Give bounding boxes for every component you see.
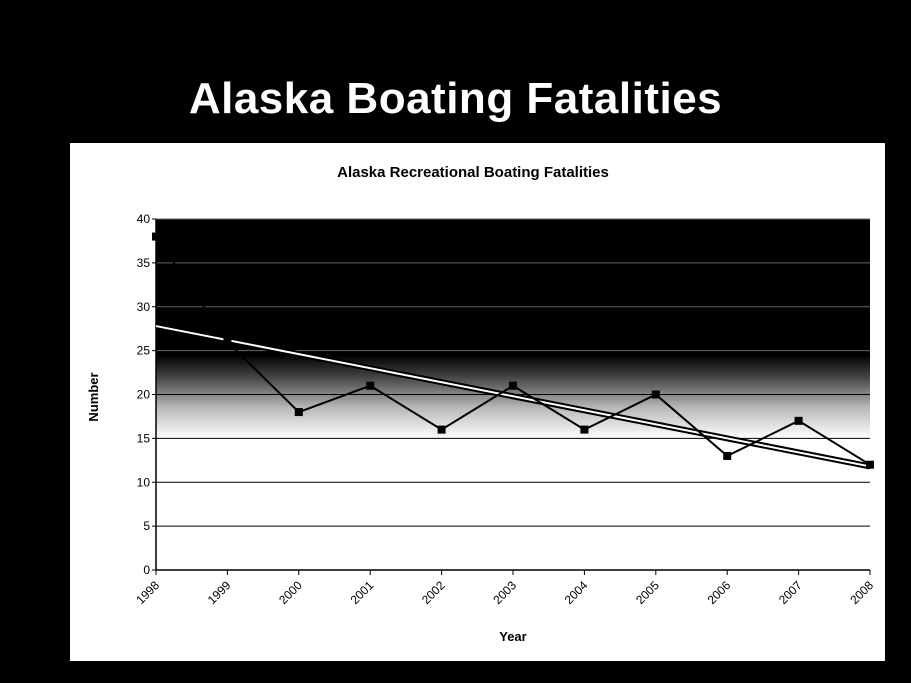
x-axis-label: Year [499,629,526,644]
x-tick-label: 2006 [705,578,734,607]
x-tick-label: 2002 [419,578,448,607]
data-point [580,425,589,434]
line-chart: Alaska Recreational Boating Fatalities 0… [86,164,876,644]
y-tick-label: 0 [143,563,150,577]
data-point [794,416,803,425]
y-tick-label: 35 [137,256,151,270]
x-tick-label: 2000 [276,578,305,607]
data-point [223,337,232,346]
chart-panel: Alaska Recreational Boating Fatalities 0… [70,143,885,661]
x-tick-label: 2005 [633,578,662,607]
plot-background-band [156,219,870,439]
plot-area: 0 5 10 15 20 25 30 35 40 1998 1999 2000 2001 2002 2003… [133,212,876,607]
data-point [294,408,303,417]
y-tick-label: 10 [137,475,151,489]
x-tick-label: 1998 [133,578,162,607]
data-point [366,381,375,390]
data-point [723,451,732,460]
data-point [152,232,160,241]
y-axis-label: Number [86,372,101,421]
y-tick-label: 5 [143,519,150,533]
data-point [651,390,660,399]
slide-title: Alaska Boating Fatalities [188,74,723,123]
x-tick-label: 2008 [847,578,876,607]
x-tick-label: 2004 [562,578,591,607]
x-tick-label: 2003 [490,578,519,607]
y-tick-label: 15 [137,431,151,445]
chart-title: Alaska Recreational Boating Fatalities [337,164,609,181]
data-point [437,425,446,434]
x-tick-label: 1999 [205,578,234,607]
x-tick-label: 2001 [348,578,377,607]
data-point [866,460,874,469]
data-point [509,381,517,390]
y-tick-label: 25 [137,344,151,358]
y-tick-label: 30 [137,300,151,314]
trendline [155,325,871,468]
x-tick-label: 2007 [776,578,805,607]
y-tick-label: 40 [137,212,151,226]
y-tick-label: 20 [137,388,151,402]
